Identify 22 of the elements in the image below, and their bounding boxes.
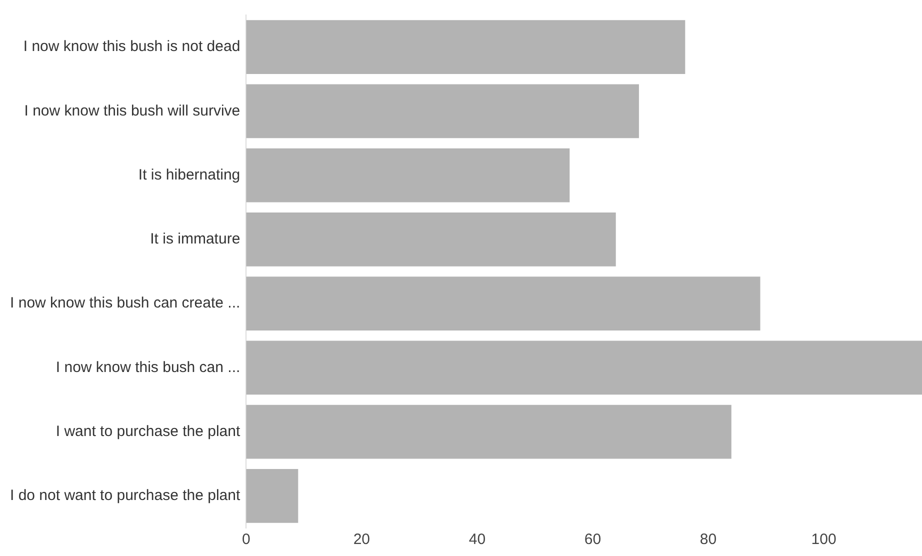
x-tick-label: 60: [584, 531, 602, 548]
x-tick-label: 100: [811, 531, 836, 548]
bar: [246, 212, 616, 266]
y-tick-label: I now know this bush will survive: [24, 102, 240, 120]
bar: [246, 84, 639, 138]
bar: [246, 340, 922, 395]
bar: [246, 404, 732, 459]
y-tick-label: I now know this bush is not dead: [23, 38, 240, 56]
y-tick-label: I want to purchase the plant: [56, 422, 241, 440]
y-tick-label: It is hibernating: [138, 166, 240, 184]
y-tick-label: I do not want to purchase the plant: [10, 487, 241, 504]
y-tick-label: I now know this bush can ...: [56, 358, 240, 376]
bar: [246, 20, 686, 74]
bar: [246, 469, 298, 523]
y-tick-label: I now know this bush can create ...: [10, 294, 240, 312]
x-tick-label: 80: [700, 531, 717, 548]
bar: [246, 276, 760, 330]
x-tick-label: 20: [353, 531, 370, 548]
x-tick-label: 0: [242, 531, 250, 548]
y-tick-label: It is immature: [150, 230, 240, 248]
bar: [246, 148, 570, 202]
x-tick-label: 40: [468, 531, 486, 548]
